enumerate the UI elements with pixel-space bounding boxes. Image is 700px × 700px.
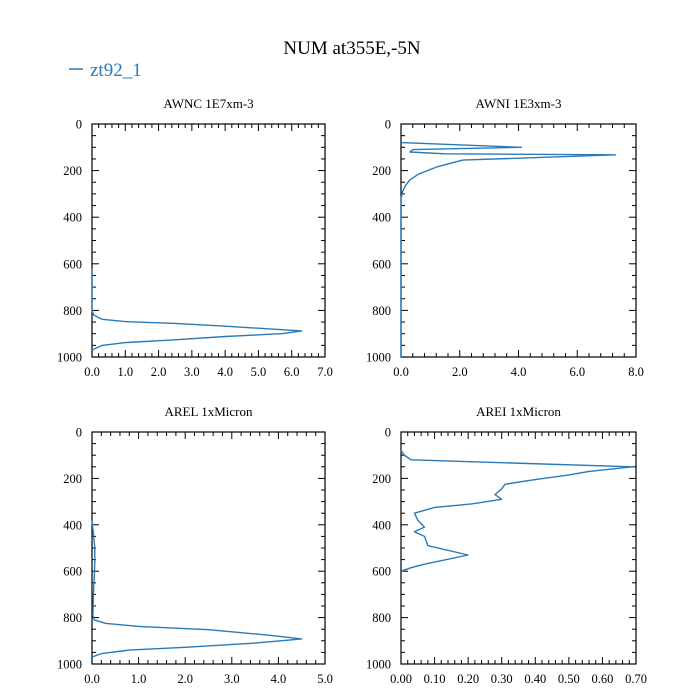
x-tick-label: 1.0: [117, 365, 133, 379]
y-tick-label: 800: [63, 611, 82, 625]
figure-title: NUM at355E,-5N: [283, 38, 420, 59]
y-tick-label: 600: [372, 565, 391, 579]
y-tick-label: 0: [76, 118, 82, 132]
y-tick-label: 200: [63, 472, 82, 486]
x-tick-label: 4.0: [511, 365, 527, 379]
y-tick-label: 1000: [366, 351, 391, 365]
x-tick-label: 0.60: [591, 672, 613, 686]
x-tick-label: 3.0: [224, 672, 240, 686]
x-tick-label: 0.70: [625, 672, 647, 686]
chart-panels: AWNC 1E7xm-3 0.0 1.0 2.0 3.0 4.0 5.0 6.0 7.0 0 200…: [57, 96, 647, 686]
panel-title: AREL 1xMicron: [165, 404, 253, 419]
x-tick-label: 2.0: [151, 365, 167, 379]
series-line: [91, 268, 303, 351]
y-tick-label: 600: [372, 257, 391, 271]
panel-title: AREI 1xMicron: [476, 404, 561, 419]
legend-label: zt92_1: [90, 60, 142, 81]
x-tick-label: 5.0: [251, 365, 267, 379]
x-tick-label: 2.0: [177, 672, 193, 686]
y-tick-label: 0: [385, 426, 391, 440]
x-tick-label: 8.0: [628, 365, 644, 379]
x-tick-label: 0.30: [491, 672, 513, 686]
y-tick-label: 400: [372, 211, 391, 225]
x-tick-label: 1.0: [131, 672, 147, 686]
panel-title: AWNI 1E3xm-3: [476, 96, 562, 111]
series-line: [400, 450, 634, 572]
y-tick-label: 800: [372, 304, 391, 318]
y-tick-label: 1000: [57, 658, 82, 672]
y-tick-label: 400: [372, 518, 391, 532]
chart-panel-2: AWNI 1E3xm-3 0.0 2.0 4.0 6.0 8.0 0 200 400 600 800…: [366, 96, 644, 379]
y-tick-label: 200: [372, 164, 391, 178]
x-tick-label: 4.0: [217, 365, 233, 379]
y-tick-label: 600: [63, 257, 82, 271]
y-tick-label: 0: [385, 118, 391, 132]
chart-panel-3: AREL 1xMicron 0.0 1.0 2.0 3.0 4.0 5.0 0 200 400 60…: [57, 404, 333, 686]
x-tick-label: 0.50: [558, 672, 580, 686]
x-tick-label: 0.0: [393, 365, 409, 379]
x-tick-label: 4.0: [271, 672, 287, 686]
y-tick-label: 200: [63, 164, 82, 178]
y-tick-label: 1000: [57, 351, 82, 365]
y-tick-label: 800: [63, 304, 82, 318]
x-tick-label: 3.0: [184, 365, 200, 379]
x-tick-label: 0.40: [524, 672, 546, 686]
series-line: [400, 141, 617, 357]
panel-title: AWNC 1E7xm-3: [163, 96, 253, 111]
legend: zt92_1: [69, 60, 142, 81]
chart-panel-4: AREI 1xMicron 0.00 0.10 0.20 0.30 0.40 0.50 0.6…: [366, 404, 647, 686]
y-tick-label: 800: [372, 611, 391, 625]
x-tick-label: 0.0: [84, 365, 100, 379]
series-line: [91, 520, 303, 658]
x-tick-label: 7.0: [317, 365, 333, 379]
y-tick-label: 600: [63, 565, 82, 579]
plot-frame: [400, 123, 637, 358]
y-tick-label: 0: [76, 426, 82, 440]
x-tick-label: 6.0: [284, 365, 300, 379]
x-tick-label: 0.20: [457, 672, 479, 686]
y-tick-label: 200: [372, 472, 391, 486]
x-tick-label: 6.0: [569, 365, 585, 379]
chart-panel-1: AWNC 1E7xm-3 0.0 1.0 2.0 3.0 4.0 5.0 6.0 7.0 0 200…: [57, 96, 333, 379]
y-tick-label: 400: [63, 518, 82, 532]
x-tick-label: 2.0: [452, 365, 468, 379]
y-tick-label: 1000: [366, 658, 391, 672]
x-tick-label: 5.0: [317, 672, 333, 686]
y-tick-label: 400: [63, 211, 82, 225]
x-tick-label: 0.0: [84, 672, 100, 686]
x-tick-label: 0.10: [424, 672, 446, 686]
x-tick-label: 0.00: [390, 672, 412, 686]
